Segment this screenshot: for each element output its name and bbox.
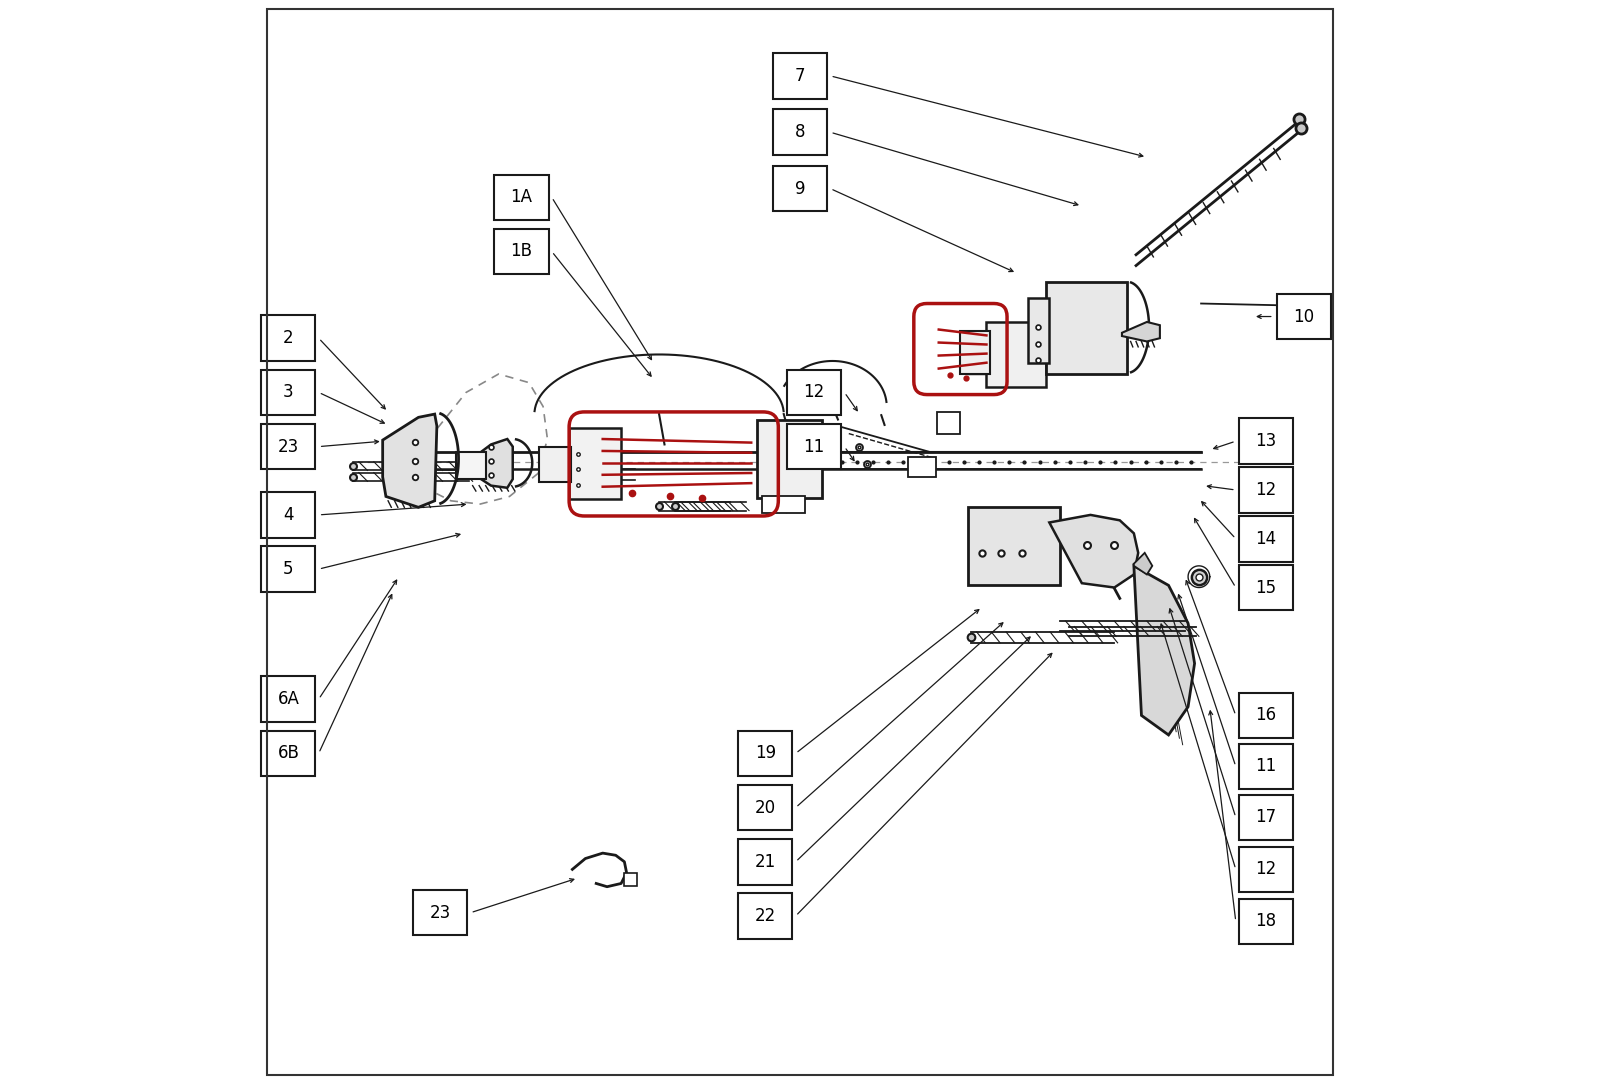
Text: 1A: 1A [510,189,533,206]
FancyBboxPatch shape [261,731,315,776]
FancyBboxPatch shape [624,873,637,886]
Text: 23: 23 [278,438,299,455]
Text: 8: 8 [795,124,805,141]
FancyBboxPatch shape [773,166,827,211]
FancyBboxPatch shape [1238,418,1293,464]
FancyBboxPatch shape [261,424,315,469]
Polygon shape [1050,515,1138,588]
FancyBboxPatch shape [570,428,621,499]
FancyBboxPatch shape [987,322,1046,387]
FancyBboxPatch shape [1238,516,1293,562]
FancyBboxPatch shape [261,546,315,592]
Text: 12: 12 [803,384,824,401]
FancyBboxPatch shape [773,53,827,99]
Text: 6B: 6B [277,745,299,762]
Text: 16: 16 [1256,707,1277,724]
Text: 19: 19 [755,745,776,762]
Text: 20: 20 [755,799,776,816]
FancyBboxPatch shape [757,420,822,498]
Text: 7: 7 [795,67,805,85]
Text: 13: 13 [1256,433,1277,450]
Text: 6A: 6A [277,691,299,708]
FancyBboxPatch shape [738,893,792,939]
Text: 14: 14 [1256,530,1277,547]
FancyBboxPatch shape [1046,282,1128,374]
FancyBboxPatch shape [773,109,827,155]
Text: 12: 12 [1256,481,1277,499]
Text: 1B: 1B [510,243,533,260]
Text: 10: 10 [1293,308,1315,325]
Text: 9: 9 [795,180,805,197]
FancyBboxPatch shape [261,370,315,415]
Text: 2: 2 [283,330,294,347]
Polygon shape [1134,566,1195,735]
Text: 11: 11 [1256,758,1277,775]
FancyBboxPatch shape [738,731,792,776]
FancyBboxPatch shape [1238,795,1293,840]
FancyBboxPatch shape [1277,294,1331,339]
FancyBboxPatch shape [1238,899,1293,944]
FancyBboxPatch shape [738,785,792,830]
Polygon shape [1134,553,1152,575]
FancyBboxPatch shape [261,492,315,538]
FancyBboxPatch shape [494,175,549,220]
Text: 17: 17 [1256,809,1277,826]
FancyBboxPatch shape [787,424,842,469]
FancyBboxPatch shape [1238,467,1293,513]
Text: 11: 11 [803,438,824,455]
Text: 22: 22 [755,907,776,925]
Polygon shape [382,414,437,507]
Polygon shape [469,439,512,488]
Text: 3: 3 [283,384,294,401]
Text: 5: 5 [283,560,294,578]
FancyBboxPatch shape [494,229,549,274]
Text: 12: 12 [1256,861,1277,878]
Text: 23: 23 [429,904,451,921]
Polygon shape [1122,322,1160,341]
FancyBboxPatch shape [261,315,315,361]
FancyBboxPatch shape [1238,744,1293,789]
Text: 18: 18 [1256,913,1277,930]
FancyBboxPatch shape [261,676,315,722]
FancyBboxPatch shape [1027,298,1050,363]
Text: 4: 4 [283,506,294,524]
FancyBboxPatch shape [1238,565,1293,610]
FancyBboxPatch shape [968,507,1061,585]
Text: 15: 15 [1256,579,1277,596]
FancyBboxPatch shape [1238,693,1293,738]
Text: 21: 21 [755,853,776,870]
FancyBboxPatch shape [787,370,842,415]
FancyBboxPatch shape [762,496,805,513]
FancyBboxPatch shape [909,457,936,477]
FancyBboxPatch shape [539,447,571,482]
FancyBboxPatch shape [960,331,990,374]
FancyBboxPatch shape [936,412,960,434]
FancyBboxPatch shape [413,890,467,935]
FancyBboxPatch shape [738,839,792,885]
FancyBboxPatch shape [456,452,486,479]
FancyBboxPatch shape [1238,847,1293,892]
